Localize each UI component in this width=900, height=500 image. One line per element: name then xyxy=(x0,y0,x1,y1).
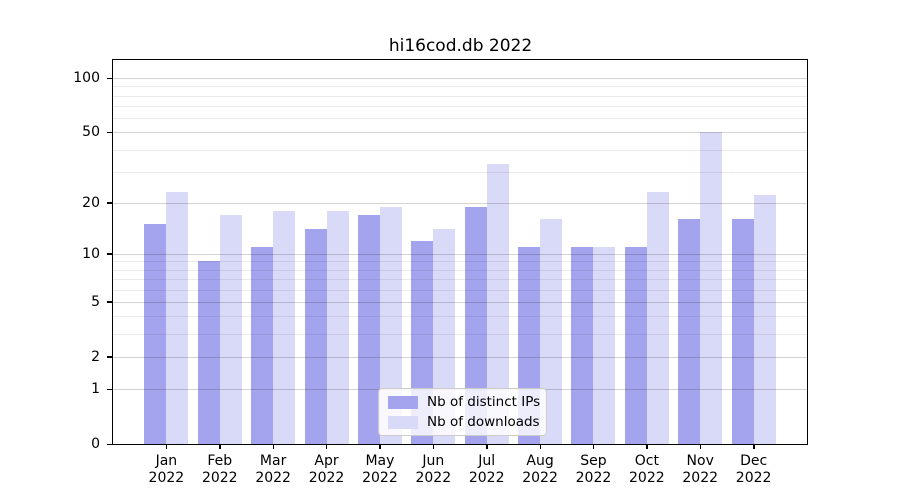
x-tick-label-may: May 2022 xyxy=(362,453,398,486)
x-tick-label-dec: Dec 2022 xyxy=(735,453,772,486)
bar-distinct-ips-sep xyxy=(571,247,594,444)
x-tick-label-apr: Apr 2022 xyxy=(308,453,345,486)
bar-distinct-ips-dec xyxy=(731,219,754,444)
bar-distinct-ips-nov xyxy=(678,219,701,444)
bar-distinct-ips-jul xyxy=(464,206,487,444)
y-tick-mark xyxy=(107,253,112,255)
x-tick-label-sep: Sep 2022 xyxy=(575,453,612,486)
legend-item-distinct-ips: Nb of distinct IPs xyxy=(388,394,541,410)
bar-downloads-sep xyxy=(593,247,616,444)
x-tick-mark xyxy=(646,445,648,449)
bar-distinct-ips-jan xyxy=(144,224,167,444)
legend-swatch-distinct-ips-icon xyxy=(388,395,418,409)
y-tick-label: 0 xyxy=(91,436,100,452)
x-tick-label-mar: Mar 2022 xyxy=(255,453,291,486)
chart-title: hi16cod.db 2022 xyxy=(388,36,533,56)
y-tick-label: 1 xyxy=(91,381,100,398)
y-tick-mark xyxy=(107,388,112,390)
y-tick-mark xyxy=(107,77,112,80)
y-tick-mark xyxy=(107,443,112,445)
x-tick-label-oct: Oct 2022 xyxy=(629,453,665,486)
bar-downloads-nov xyxy=(700,132,723,444)
x-tick-mark xyxy=(379,445,381,449)
bar-downloads-dec xyxy=(753,195,776,444)
y-tick-label: 5 xyxy=(91,293,100,310)
x-tick-label-jul: Jul 2022 xyxy=(468,453,505,486)
y-tick-label: 20 xyxy=(82,194,100,211)
bar-distinct-ips-apr xyxy=(304,229,327,444)
x-tick-label-aug: Aug 2022 xyxy=(522,453,558,486)
y-tick-mark xyxy=(107,202,112,204)
x-tick-mark xyxy=(592,445,595,449)
plot-area xyxy=(112,59,808,445)
bar-downloads-jan xyxy=(166,192,189,444)
bar-downloads-oct xyxy=(646,192,669,444)
y-tick-label: 50 xyxy=(82,124,100,141)
bar-distinct-ips-feb xyxy=(197,261,220,444)
bar-downloads-may xyxy=(379,206,402,444)
legend-swatch-downloads-icon xyxy=(388,415,418,429)
x-tick-label-feb: Feb 2022 xyxy=(201,453,238,486)
x-tick-mark xyxy=(486,445,488,449)
y-tick-label: 100 xyxy=(73,70,100,87)
x-tick-mark xyxy=(272,445,275,449)
bar-distinct-ips-may xyxy=(357,214,380,444)
bar-downloads-feb xyxy=(219,214,242,444)
bar-downloads-apr xyxy=(326,210,349,444)
legend-item-downloads: Nb of downloads xyxy=(388,414,540,430)
legend-label-distinct-ips: Nb of distinct IPs xyxy=(427,394,541,410)
bar-distinct-ips-mar xyxy=(251,247,274,444)
x-tick-mark xyxy=(699,445,702,449)
y-tick-label: 2 xyxy=(91,348,100,365)
x-tick-label-nov: Nov 2022 xyxy=(682,453,719,486)
y-tick-mark xyxy=(107,301,112,303)
bar-downloads-mar xyxy=(273,210,296,444)
x-tick-mark xyxy=(165,445,168,449)
legend: Nb of distinct IPs Nb of downloads xyxy=(378,388,547,436)
y-tick-mark xyxy=(107,356,112,358)
x-tick-label-jun: Jun 2022 xyxy=(415,453,452,486)
x-tick-mark xyxy=(753,445,755,449)
x-tick-mark xyxy=(432,445,435,449)
y-tick-label: 10 xyxy=(82,245,100,262)
bar-distinct-ips-oct xyxy=(624,247,647,444)
bar-downloads-aug xyxy=(540,219,563,444)
bars-layer xyxy=(113,60,807,444)
y-tick-mark xyxy=(107,131,112,134)
legend-label-downloads: Nb of downloads xyxy=(427,414,540,430)
x-tick-mark xyxy=(219,445,221,449)
x-tick-label-jan: Jan 2022 xyxy=(148,453,185,486)
x-tick-mark xyxy=(539,445,541,449)
bar-downloads-jul xyxy=(486,164,509,444)
x-tick-mark xyxy=(326,445,328,449)
